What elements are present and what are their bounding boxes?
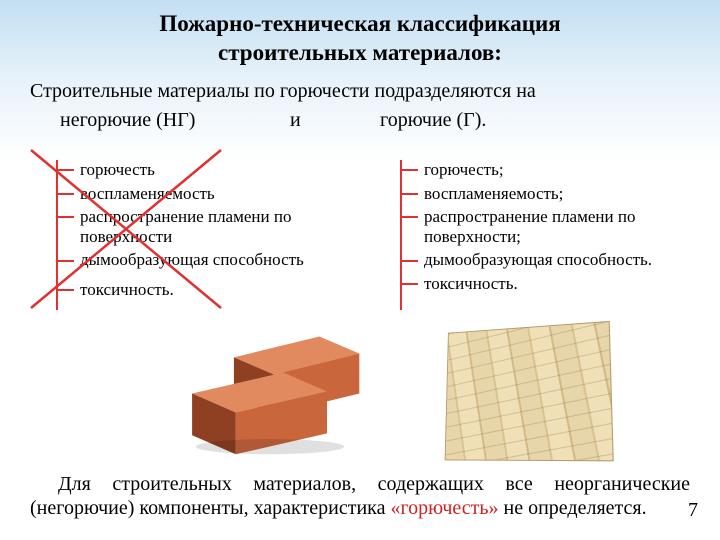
left-item: воспламеняемость (56, 184, 366, 204)
category-left: негорючие (НГ) (60, 109, 195, 132)
left-item: горючесть (56, 160, 366, 180)
subtitle: Строительные материалы по горючести подр… (0, 74, 720, 107)
tree-branch (56, 260, 74, 262)
bottom-post: не определяется. (499, 497, 647, 519)
title-line-1: Пожарно-техническая классификация (159, 11, 560, 36)
left-item: распространение пламени по поверхности (56, 207, 366, 246)
left-tree: горючесть воспламеняемость распространен… (56, 160, 366, 299)
bricks-image (175, 330, 365, 455)
right-column: горючесть; воспламеняемость; распростран… (400, 160, 690, 297)
tree-branch (400, 169, 418, 171)
left-item: дымообразующая способность (56, 250, 366, 270)
right-item: токсичность. (400, 274, 690, 294)
left-item: токсичность. (56, 280, 366, 300)
tree-branch (400, 260, 418, 262)
tree-branch (400, 193, 418, 195)
page-title: Пожарно-техническая классификация строит… (0, 0, 720, 74)
right-item: горючесть; (400, 160, 690, 180)
title-line-2: строительных материалов: (218, 40, 502, 65)
tree-branch (56, 193, 74, 195)
tree-branch (56, 216, 74, 218)
right-item: воспламеняемость; (400, 184, 690, 204)
tree-branch (56, 289, 74, 291)
tree-branch (56, 169, 74, 171)
images-row (0, 325, 720, 460)
wood-image (440, 325, 610, 460)
right-item: распространение пламени по поверхности; (400, 207, 690, 246)
right-tree: горючесть; воспламеняемость; распростран… (400, 160, 690, 293)
tree-branch (400, 283, 418, 285)
tree-branch (400, 216, 418, 218)
bottom-paragraph: Для строительных материалов, содержащих … (30, 472, 690, 520)
page-number: 7 (688, 499, 698, 522)
category-right: горючие (Г). (380, 109, 486, 132)
left-column: горючесть воспламеняемость распространен… (56, 160, 366, 303)
right-item: дымообразующая способность. (400, 250, 690, 270)
category-mid: и (290, 109, 301, 132)
bottom-highlight: «горючесть» (390, 497, 498, 519)
category-row: негорючие (НГ) и горючие (Г). (0, 107, 720, 135)
